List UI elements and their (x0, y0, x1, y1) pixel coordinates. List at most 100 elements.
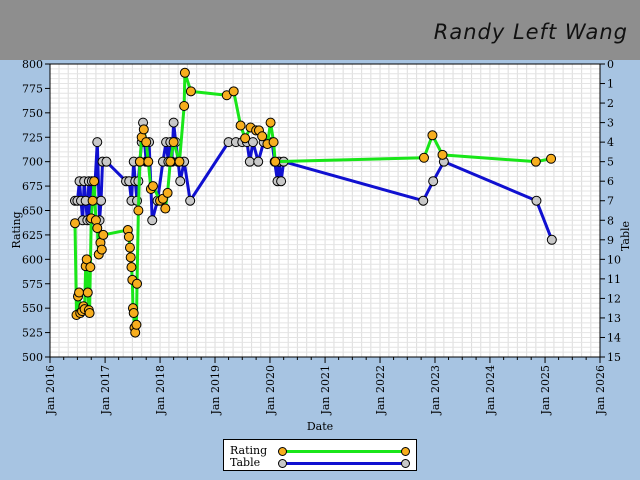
y2-tick-label: 12 (607, 292, 621, 305)
legend: Rating Table (223, 439, 417, 471)
y2-axis-label: Table (619, 221, 632, 251)
y2-tick-label: 9 (607, 234, 614, 247)
data-point-rating (162, 187, 173, 198)
y2-tick-label: 3 (607, 117, 614, 130)
data-point-rating (125, 252, 136, 263)
data-point-rating (168, 137, 179, 148)
y-tick-label: 625 (22, 229, 43, 242)
y2-tick-label: 14 (607, 331, 621, 344)
data-point-rating (82, 287, 93, 298)
data-point-rating (147, 181, 158, 192)
data-point-rating (87, 195, 98, 206)
data-point-rating (160, 203, 171, 214)
y2-tick-label: 7 (607, 195, 614, 208)
data-point-rating (165, 156, 176, 167)
x-tick-label: Jan 2024 (484, 365, 497, 416)
data-point-rating (143, 156, 154, 167)
data-point-rating (546, 153, 557, 164)
legend-swatch-table (282, 462, 408, 465)
y-tick-label: 775 (22, 82, 43, 95)
data-point-rating (74, 287, 85, 298)
y2-tick-label: 13 (607, 312, 621, 325)
data-point-rating (228, 86, 239, 97)
data-point-table (418, 195, 429, 206)
data-point-table (244, 156, 255, 167)
legend-swatch-rating (282, 450, 408, 453)
player-name: Randy Left Wang (433, 20, 628, 44)
data-point-rating (134, 156, 145, 167)
data-point-table (101, 156, 112, 167)
data-point-rating (185, 86, 196, 97)
y2-tick-label: 15 (607, 351, 621, 364)
data-point-rating (270, 156, 281, 167)
data-point-table (185, 195, 196, 206)
data-point-rating (235, 120, 246, 131)
data-point-rating (98, 229, 109, 240)
data-point-table (92, 137, 103, 148)
legend-label-table: Table (230, 456, 261, 469)
y2-tick-label: 6 (607, 175, 614, 188)
data-point-rating (437, 149, 448, 160)
data-point-rating (174, 156, 185, 167)
y2-tick-label: 11 (607, 273, 621, 286)
data-point-table (428, 176, 439, 187)
axes: Jan 2016 Jan 2017 Jan 2018 Jan 2019 Jan 2020… (22, 58, 621, 416)
y-axis-label: Rating (10, 211, 23, 248)
data-point-table (168, 117, 179, 128)
y-tick-label: 800 (22, 58, 43, 71)
y-tick-label: 525 (22, 327, 43, 340)
data-point-rating (92, 223, 103, 234)
data-point-rating (179, 67, 190, 78)
data-point-table (247, 137, 258, 148)
data-point-rating (132, 278, 143, 289)
y-tick-label: 700 (22, 156, 43, 169)
x-tick-label: Jan 2016 (44, 365, 57, 416)
data-point-table (253, 156, 264, 167)
data-point-table (96, 195, 107, 206)
legend-marker-rating (401, 447, 410, 456)
y2-tick-label: 0 (607, 58, 614, 71)
y-tick-label: 725 (22, 131, 43, 144)
y-tick-label: 500 (22, 351, 43, 364)
y2-tick-label: 4 (607, 136, 614, 149)
data-point-rating (133, 205, 144, 216)
x-tick-label: Jan 2020 (264, 365, 277, 416)
data-point-rating (123, 231, 134, 242)
y-tick-label: 750 (22, 107, 43, 120)
data-point-rating (96, 244, 107, 255)
data-point-rating (131, 319, 142, 330)
y2-tick-label: 1 (607, 78, 614, 91)
y-tick-label: 675 (22, 180, 43, 193)
x-tick-label: Jan 2023 (429, 365, 442, 416)
data-point-table (531, 195, 542, 206)
legend-marker-table (401, 459, 410, 468)
x-tick-label: Jan 2017 (99, 365, 112, 416)
rating-series (69, 67, 557, 338)
legend-label-rating: Rating (230, 444, 268, 457)
data-point-table (175, 176, 186, 187)
data-point-rating (138, 124, 149, 135)
data-point-table (276, 176, 287, 187)
legend-marker-table (278, 459, 287, 468)
data-point-rating (418, 152, 429, 163)
x-tick-label: Jan 2018 (154, 365, 167, 416)
y2-tick-label: 8 (607, 214, 614, 227)
data-point-rating (84, 308, 95, 319)
legend-marker-rating (278, 447, 287, 456)
x-tick-label: Jan 2019 (209, 365, 222, 416)
header-bar: Randy Left Wang (0, 0, 640, 60)
data-point-rating (265, 117, 276, 128)
y-tick-label: 650 (22, 205, 43, 218)
x-axis-label: Date (307, 420, 333, 433)
x-tick-label: Jan 2022 (374, 365, 387, 416)
data-point-rating (179, 100, 190, 111)
data-point-rating (69, 218, 80, 229)
data-point-rating (128, 308, 139, 319)
data-point-rating (85, 262, 96, 273)
x-tick-label: Jan 2025 (539, 365, 552, 416)
data-point-rating (240, 133, 251, 144)
data-point-table (546, 234, 557, 245)
data-point-rating (126, 262, 137, 273)
x-tick-label: Jan 2026 (594, 365, 607, 416)
